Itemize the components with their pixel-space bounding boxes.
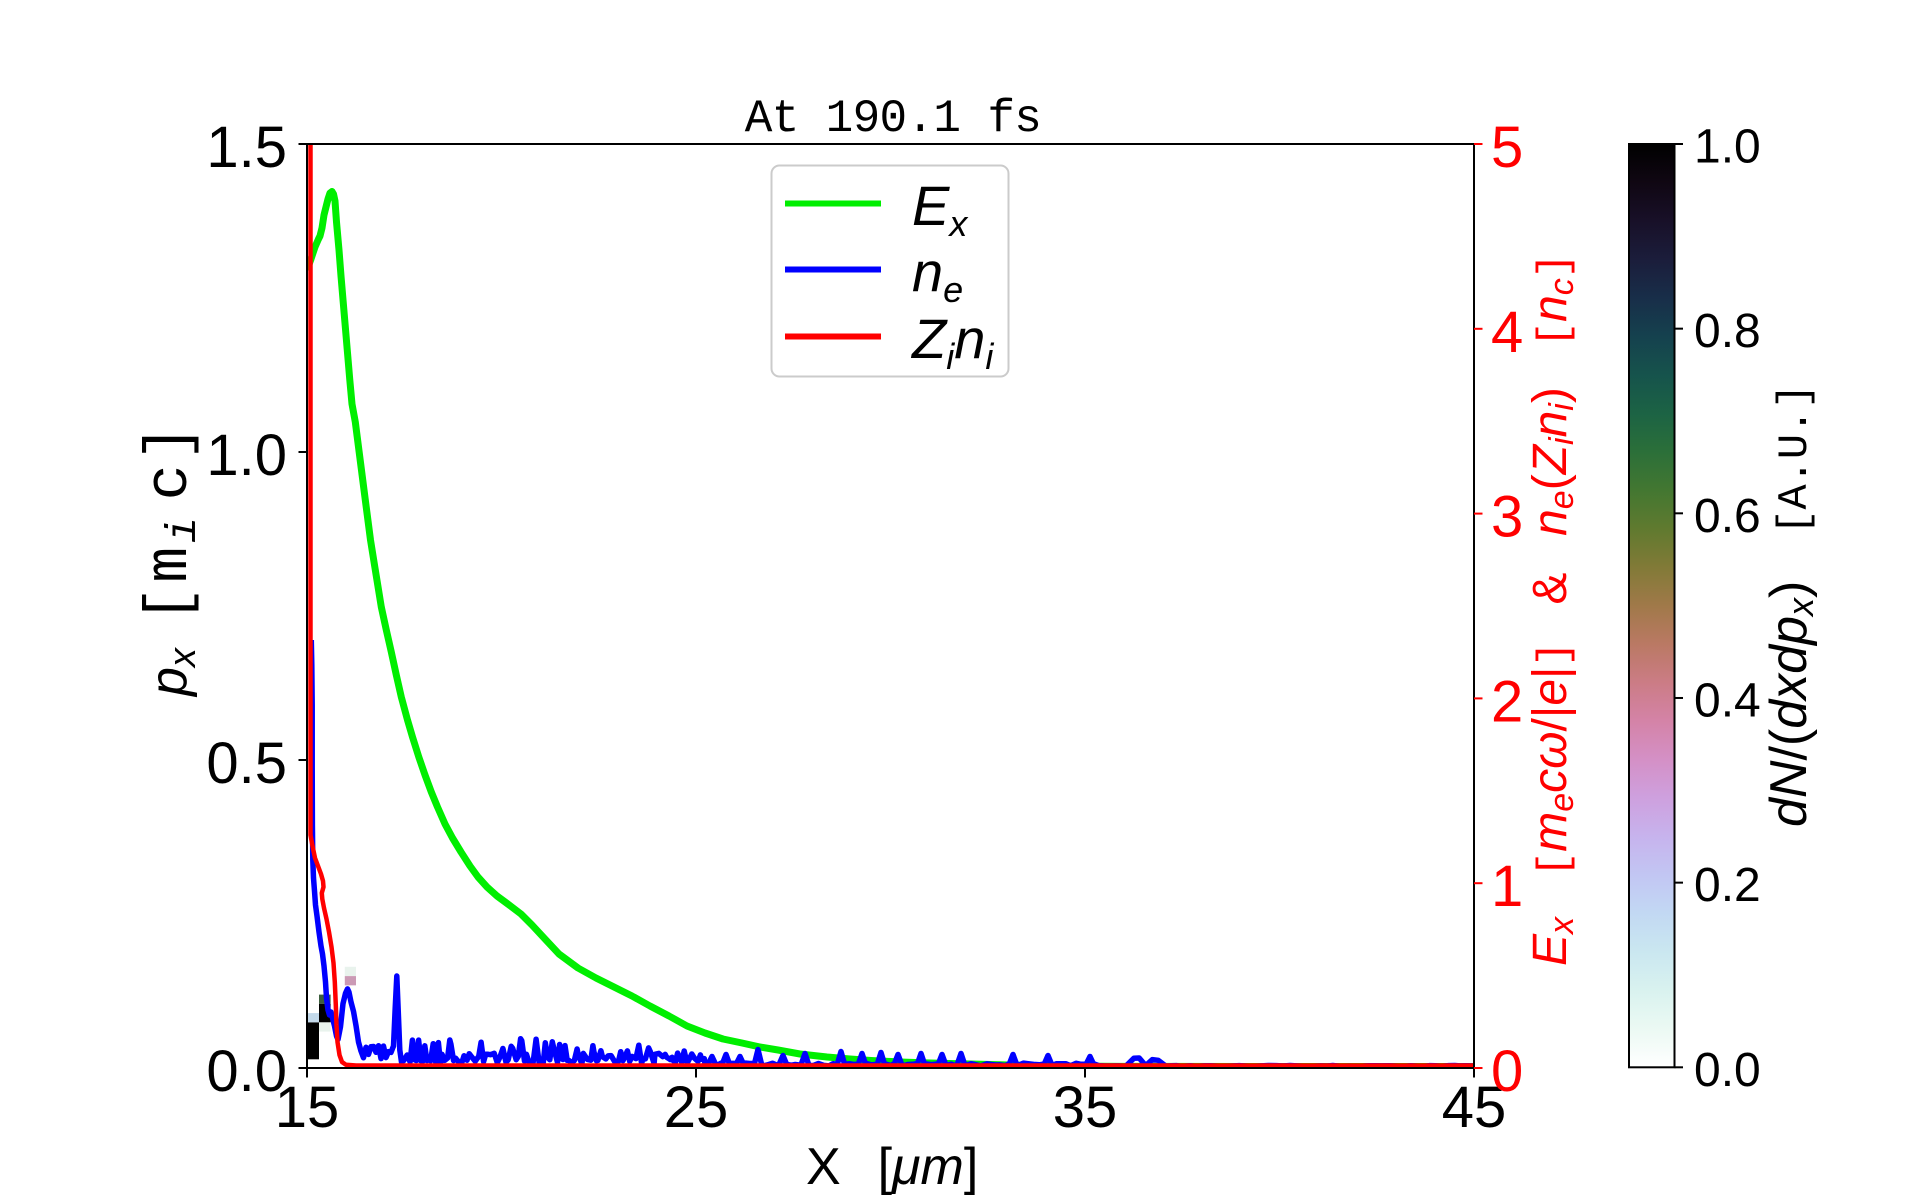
svg-text:45: 45 <box>1442 1075 1507 1140</box>
svg-text:1.0: 1.0 <box>206 423 287 488</box>
svg-text:0.0: 0.0 <box>206 1039 287 1104</box>
svg-text:At 190.1 fs: At 190.1 fs <box>745 93 1042 145</box>
svg-text:1.5: 1.5 <box>206 115 287 180</box>
svg-text:0.0: 0.0 <box>1694 1044 1761 1097</box>
svg-text:1.0: 1.0 <box>1694 121 1761 174</box>
svg-text:Zini: Zini <box>910 307 994 377</box>
svg-text:5: 5 <box>1491 115 1523 180</box>
svg-text:0.5: 0.5 <box>206 731 287 796</box>
svg-text:4: 4 <box>1491 300 1523 365</box>
svg-text:px [mi c]: px [mi c] <box>132 421 208 698</box>
svg-text:35: 35 <box>1053 1075 1118 1140</box>
svg-text:0.4: 0.4 <box>1694 674 1761 727</box>
svg-text:15: 15 <box>275 1075 340 1140</box>
svg-text:2: 2 <box>1491 669 1523 734</box>
svg-text:Ex [mecω/|e|] & ne(Zini): Ex [mecω/|e|] & ne(Zini) [nc] <box>1524 253 1581 966</box>
svg-text:1: 1 <box>1491 854 1523 919</box>
svg-text:0.2: 0.2 <box>1694 859 1761 912</box>
svg-text:dN/(dxdpx) [A.U.]: dN/(dxdpx) [A.U.] <box>1760 384 1821 827</box>
svg-text:0.6: 0.6 <box>1694 490 1761 543</box>
svg-text:25: 25 <box>664 1075 729 1140</box>
svg-text:X [μm]: X [μm] <box>806 1138 978 1196</box>
svg-text:0: 0 <box>1491 1039 1523 1104</box>
svg-text:3: 3 <box>1491 485 1523 550</box>
svg-text:0.8: 0.8 <box>1694 305 1761 358</box>
